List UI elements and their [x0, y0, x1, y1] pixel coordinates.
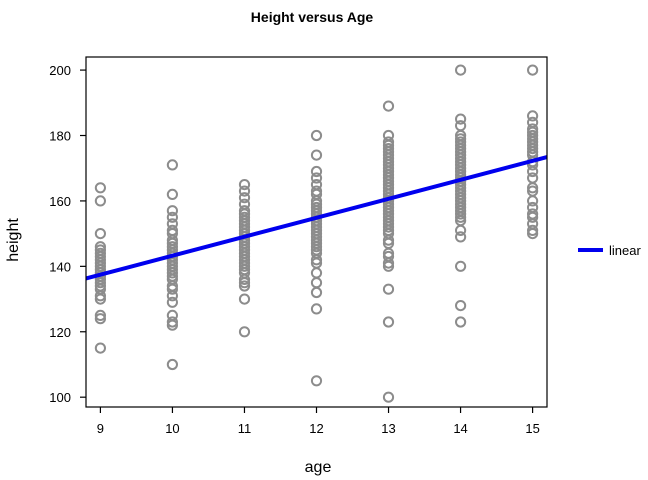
data-point	[527, 182, 539, 194]
data-point	[527, 195, 539, 207]
data-point	[455, 120, 467, 132]
data-point	[166, 283, 178, 295]
data-point	[382, 100, 395, 112]
fit-line-layer	[85, 155, 548, 281]
legend: linear	[578, 243, 641, 258]
data-point	[94, 342, 107, 354]
data-point	[166, 205, 178, 217]
y-tick-label: 100	[49, 390, 71, 405]
data-point	[166, 296, 178, 308]
x-tick-label: 12	[309, 421, 323, 436]
data-point	[166, 290, 178, 302]
data-point	[310, 172, 323, 184]
y-tick-label: 180	[49, 129, 71, 144]
data-point	[310, 277, 323, 289]
data-point	[527, 110, 539, 122]
x-tick-label: 14	[453, 421, 467, 436]
data-point	[455, 224, 467, 236]
data-point	[382, 316, 395, 328]
data-point	[455, 113, 467, 125]
data-point	[382, 221, 395, 233]
chart-title: Height versus Age	[251, 9, 374, 25]
data-point	[310, 254, 323, 266]
data-point	[166, 188, 178, 200]
data-point	[94, 290, 107, 302]
data-point	[527, 143, 539, 155]
data-point	[238, 293, 251, 305]
x-tick-label: 15	[525, 421, 539, 436]
data-point	[310, 129, 323, 142]
data-point	[455, 64, 467, 76]
data-point	[310, 303, 323, 315]
data-point	[166, 211, 178, 223]
data-point	[527, 64, 539, 76]
data-point	[238, 179, 251, 191]
y-tick-label: 200	[49, 63, 71, 78]
data-point	[310, 286, 323, 299]
legend-label-linear: linear	[609, 243, 641, 258]
data-point	[382, 283, 395, 295]
data-point	[382, 260, 395, 272]
x-tick-label: 11	[238, 421, 252, 436]
x-tick-label: 13	[381, 421, 395, 436]
data-point	[527, 211, 539, 223]
data-point	[455, 211, 467, 223]
data-point	[310, 375, 323, 387]
data-point	[94, 228, 107, 240]
data-point	[310, 267, 323, 279]
data-point	[166, 316, 178, 328]
data-point	[94, 293, 107, 305]
data-point	[527, 165, 539, 178]
y-axis: 100 120 140 160 180 200	[49, 63, 86, 405]
data-point	[455, 260, 467, 272]
data-point	[527, 228, 539, 240]
data-point	[382, 234, 395, 246]
data-point	[455, 300, 467, 312]
data-point	[238, 260, 251, 272]
y-tick-label: 120	[49, 325, 71, 340]
x-tick-label: 10	[165, 421, 179, 436]
data-point	[455, 231, 467, 243]
data-point	[238, 273, 251, 285]
data-point	[166, 159, 178, 171]
data-point	[166, 358, 178, 371]
data-point	[166, 319, 178, 331]
linear-fit-line	[85, 155, 548, 281]
data-point	[94, 195, 107, 207]
data-point	[238, 277, 251, 289]
data-point	[238, 326, 251, 338]
data-point	[455, 316, 467, 328]
data-point	[527, 224, 539, 236]
x-axis-label: age	[305, 459, 332, 476]
data-point	[94, 277, 107, 289]
data-point	[238, 192, 251, 204]
data-point	[310, 241, 323, 253]
data-point	[94, 309, 107, 321]
y-axis-label: height	[5, 218, 22, 262]
y-tick-label: 160	[49, 194, 71, 209]
data-point	[382, 391, 395, 403]
data-point	[238, 185, 251, 197]
y-tick-label: 140	[49, 259, 71, 274]
points-layer	[94, 64, 539, 403]
data-point	[527, 172, 539, 184]
data-point	[310, 149, 323, 161]
data-point	[238, 280, 251, 292]
data-point	[382, 257, 395, 269]
x-tick-label: 9	[97, 421, 104, 436]
data-point	[94, 313, 107, 325]
data-point	[166, 267, 178, 279]
data-point	[94, 182, 107, 194]
data-point	[310, 165, 323, 178]
x-axis: 9 10 11 12 13 14 15	[97, 407, 540, 436]
data-point	[455, 208, 467, 220]
